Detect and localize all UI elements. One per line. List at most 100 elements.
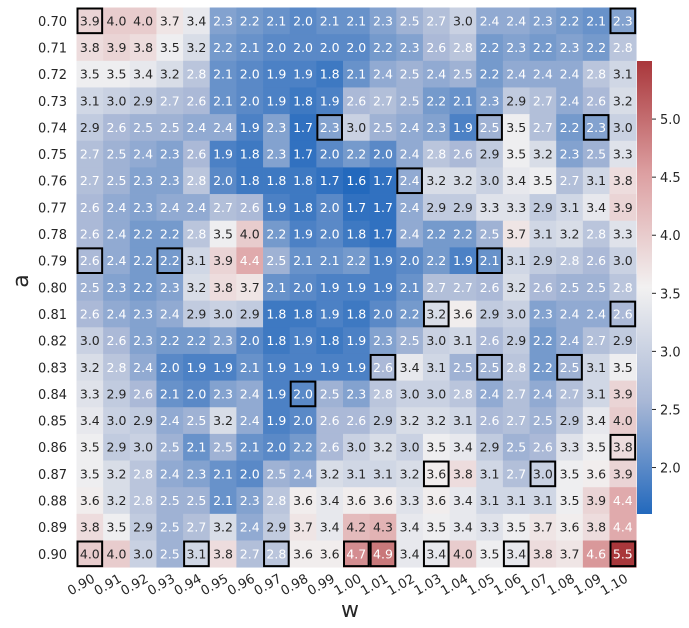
cell-value-label: 1.8 [266, 306, 286, 321]
heatmap-cell [582, 300, 610, 328]
cell-value-label: 3.4 [453, 520, 473, 535]
y-tick-label: 0.70 [38, 15, 67, 30]
heatmap-cell [236, 140, 264, 168]
heatmap-cell [582, 60, 610, 88]
heatmap-cell [556, 300, 584, 328]
heatmap-cell [556, 487, 584, 515]
cell-value-label: 3.3 [400, 493, 420, 508]
heatmap-cell [396, 513, 424, 541]
heatmap-cell [476, 300, 504, 328]
heatmap-cell [263, 247, 291, 275]
cell-value-label: 3.3 [560, 440, 580, 455]
cell-value-label: 2.8 [613, 280, 633, 295]
cell-value-label: 1.9 [186, 360, 206, 375]
heatmap-cell [476, 220, 504, 248]
heatmap-cell [183, 433, 211, 461]
cell-value-label: 2.7 [506, 466, 526, 481]
cell-value-label: 2.4 [506, 67, 526, 82]
heatmap-cell [263, 433, 291, 461]
heatmap-cell [156, 87, 184, 115]
cell-value-label: 2.2 [533, 40, 553, 55]
cell-value-label: 2.1 [213, 93, 233, 108]
cell-value-label: 2.2 [400, 306, 420, 321]
cell-value-label: 2.6 [346, 413, 366, 428]
cell-value-label: 3.5 [506, 147, 526, 162]
heatmap-cell [76, 353, 104, 381]
cell-value-label: 3.6 [293, 493, 313, 508]
cell-value-label: 3.3 [480, 200, 500, 215]
heatmap-cell [209, 7, 237, 35]
cell-value-label: 2.4 [107, 200, 127, 215]
heatmap-cell [502, 167, 530, 195]
heatmap-cell [209, 300, 237, 328]
heatmap-cell [502, 353, 530, 381]
heatmap-cell [529, 300, 557, 328]
heatmap-cell [343, 274, 371, 302]
cell-value-label: 3.7 [160, 13, 180, 28]
heatmap-cell [422, 140, 450, 168]
cell-value-label: 3.4 [320, 493, 340, 508]
cell-value-label: 3.6 [80, 493, 100, 508]
cell-value-label: 2.4 [560, 67, 580, 82]
cell-value-label: 3.0 [400, 440, 420, 455]
heatmap-cell [209, 380, 237, 408]
heatmap-cell [209, 220, 237, 248]
y-tick-label: 0.76 [38, 175, 67, 190]
heatmap-cell [209, 274, 237, 302]
cell-value-label: 2.2 [480, 67, 500, 82]
heatmap-cell [556, 60, 584, 88]
cell-value-label: 2.5 [586, 280, 606, 295]
heatmap-cell [476, 353, 504, 381]
heatmap-cell [582, 513, 610, 541]
heatmap-cell [343, 433, 371, 461]
heatmap-cell [609, 114, 637, 142]
cell-value-label: 2.4 [160, 200, 180, 215]
heatmap-cell [316, 34, 344, 62]
cell-value-label: 3.4 [320, 520, 340, 535]
heatmap-cell [449, 7, 477, 35]
heatmap-cell [236, 114, 264, 142]
cell-value-label: 1.9 [320, 93, 340, 108]
heatmap-cell [263, 407, 291, 435]
cell-value-label: 2.5 [186, 493, 206, 508]
cell-value-label: 2.4 [240, 413, 260, 428]
cell-value-label: 1.9 [266, 200, 286, 215]
cell-value-label: 2.0 [213, 173, 233, 188]
cell-value-label: 2.5 [320, 386, 340, 401]
heatmap-cell [556, 114, 584, 142]
cell-value-label: 2.1 [213, 466, 233, 481]
heatmap-cell [556, 247, 584, 275]
heatmap-cell [449, 327, 477, 355]
cell-value-label: 2.4 [240, 520, 260, 535]
cell-value-label: 3.0 [533, 466, 553, 481]
heatmap-cell [502, 327, 530, 355]
heatmap-cell [556, 140, 584, 168]
heatmap-cell [289, 114, 317, 142]
cell-value-label: 3.4 [426, 546, 446, 561]
cell-value-label: 2.7 [80, 147, 100, 162]
heatmap-cell [369, 327, 397, 355]
heatmap-cell [263, 34, 291, 62]
cell-value-label: 3.0 [480, 173, 500, 188]
heatmap-cell [582, 247, 610, 275]
cell-value-label: 1.9 [213, 360, 233, 375]
heatmap-cell [103, 194, 131, 222]
cell-value-label: 2.3 [400, 40, 420, 55]
cell-value-label: 2.6 [80, 253, 100, 268]
heatmap-cell [369, 7, 397, 35]
cell-value-label: 4.0 [80, 546, 100, 561]
cell-value-label: 3.0 [346, 120, 366, 135]
heatmap-cell [422, 433, 450, 461]
cell-value-label: 3.9 [613, 200, 633, 215]
heatmap-cell [76, 380, 104, 408]
cell-value-label: 3.4 [453, 440, 473, 455]
cell-value-label: 3.0 [426, 333, 446, 348]
heatmap-cell [183, 7, 211, 35]
heatmap-cell [476, 540, 504, 568]
heatmap-cell [476, 60, 504, 88]
heatmap-cell [156, 540, 184, 568]
heatmap-cell [103, 433, 131, 461]
cell-value-label: 3.1 [186, 546, 206, 561]
cell-value-label: 3.8 [533, 546, 553, 561]
heatmap-cell [449, 34, 477, 62]
